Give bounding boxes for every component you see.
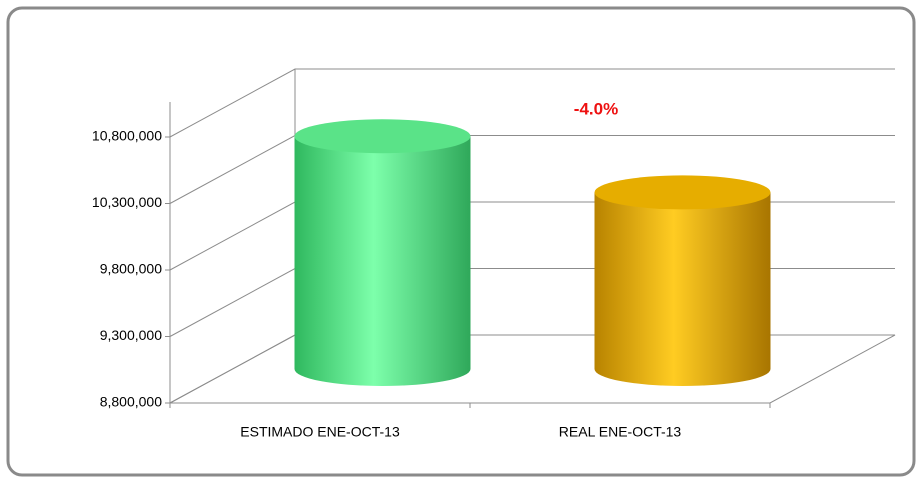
grid-line [169,68,895,138]
y-tick-label: 8,800,000 [100,394,162,410]
bar [594,192,771,386]
y-tick-label: 9,800,000 [100,261,162,277]
bar-top [594,175,771,210]
y-tick-label: 10,800,000 [92,128,162,144]
bar-top [294,119,471,154]
x-tick-label: REAL ENE-OCT-13 [559,424,682,440]
x-tick-label: ESTIMADO ENE-OCT-13 [240,424,400,440]
y-tick-label: 9,300,000 [100,327,162,343]
bar [294,136,471,386]
annotation: -4.0% [574,99,618,118]
y-tick-label: 10,300,000 [92,194,162,210]
